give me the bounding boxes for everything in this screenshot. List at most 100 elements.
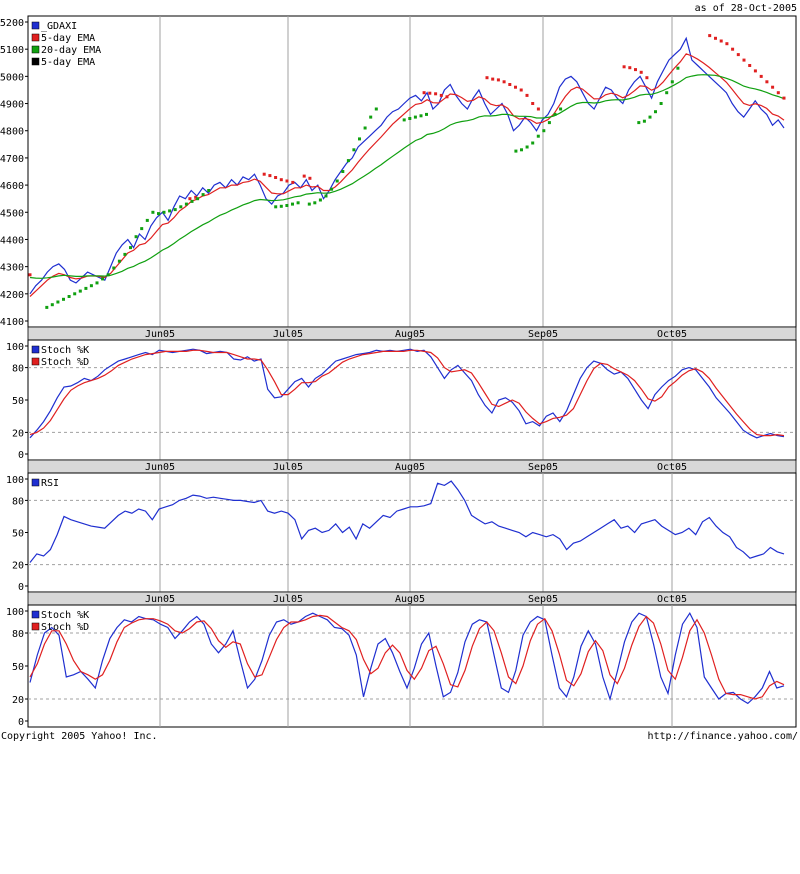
price-dot-lower-53 [324, 194, 328, 198]
price-series-1 [29, 53, 785, 297]
price-ytick-4800: 4800 [0, 127, 24, 138]
price-dot-lower-28 [184, 202, 188, 206]
price-dot-upper-82 [496, 78, 500, 82]
price-dot-lower-52 [318, 198, 322, 202]
price-dot-upper-89 [536, 107, 540, 111]
price-dot-lower-116 [676, 66, 680, 70]
price-dot-upper-70 [428, 91, 432, 95]
rsi-ytick-100: 100 [6, 475, 24, 486]
price-dot-lower-24 [162, 210, 166, 214]
price-dot-lower-4 [50, 303, 54, 307]
stoch1-ytick-20: 20 [12, 428, 24, 439]
price-ytick-4600: 4600 [0, 181, 24, 192]
price-dot-lower-58 [352, 148, 356, 152]
price-dot-upper-129 [765, 80, 769, 84]
price-legend-swatch-0 [31, 21, 40, 30]
stoch1-ytick-0: 0 [18, 450, 24, 461]
price-dot-upper-106 [634, 68, 637, 72]
price-ytick-4300: 4300 [0, 263, 24, 274]
price-ytick-5000: 5000 [0, 72, 24, 83]
price-dot-lower-70 [419, 114, 423, 118]
price-dot-lower-57 [346, 159, 350, 163]
price-dot-upper-108 [645, 76, 649, 80]
stoch2-series-1 [29, 614, 785, 700]
rsi-ytick-80: 80 [12, 496, 24, 507]
price-dot-upper-86 [519, 88, 523, 92]
price-dot-lower-56 [341, 170, 345, 173]
price-dot-lower-44 [274, 205, 278, 209]
price-xtick-4: Oct05 [657, 329, 687, 340]
price-dot-lower-91 [536, 134, 540, 138]
price-dot-upper-122 [725, 42, 729, 46]
price-dot-lower-114 [665, 91, 669, 95]
price-dot-lower-6 [62, 297, 65, 301]
price-dot-upper-127 [753, 69, 757, 73]
price-dot-lower-95 [559, 107, 563, 111]
price-dot-upper-120 [714, 36, 717, 40]
price-dot-upper-126 [748, 64, 752, 67]
price-ytick-4200: 4200 [0, 290, 24, 301]
price-dot-lower-48 [296, 201, 300, 205]
as-of-date: as of 28-Oct-2005 [695, 3, 797, 14]
stoch1-xtick-0: Jun05 [145, 462, 175, 473]
price-dot-lower-68 [408, 117, 412, 120]
price-xtick-0: Jun05 [145, 329, 175, 340]
price-dot-lower-60 [363, 126, 367, 130]
stoch2-ytick-80: 80 [12, 629, 24, 640]
price-dot-upper-28 [188, 197, 192, 201]
price-dot-lower-31 [201, 193, 205, 197]
stoch1-ytick-80: 80 [12, 364, 24, 375]
stoch1-xtick-3: Sep05 [528, 462, 558, 473]
stoch1-legend-label-1: Stoch %D [41, 357, 89, 368]
rsi-legend-label-0: RSI [41, 478, 59, 489]
price-dot-lower-111 [648, 115, 652, 119]
price-panel: 4100 4200 4300 4400 4500 4600 4700 4800 4900 5000… [0, 15, 797, 341]
price-dot-lower-22 [151, 210, 155, 214]
price-dot-lower-110 [642, 119, 646, 123]
price-dot-lower-59 [358, 137, 361, 141]
price-dot-upper-88 [531, 102, 535, 105]
stoch1-xtick-4: Oct05 [657, 462, 687, 473]
price-dot-upper-83 [502, 80, 506, 84]
price-dot-lower-19 [134, 235, 138, 239]
price-dot-lower-12 [95, 281, 99, 285]
price-plot-area [27, 15, 797, 328]
price-series-0 [29, 36, 785, 295]
price-dot-upper-73 [445, 95, 449, 99]
price-legend-label-1: 5-day EMA [41, 33, 95, 44]
price-dot-lower-51 [313, 201, 317, 205]
price-dot-upper-42 [268, 174, 272, 178]
stoch2-legend-label-0: Stoch %K [41, 610, 89, 621]
price-dot-lower-13 [101, 277, 105, 281]
price-dot-lower-89 [525, 145, 529, 149]
price-dot-lower-94 [553, 112, 557, 116]
price-dot-upper-49 [308, 176, 312, 180]
stoch2-legend-swatch-1 [31, 622, 40, 631]
price-dot-lower-112 [654, 110, 657, 114]
price-dot-upper-29 [194, 195, 198, 199]
price-dot-lower-3 [45, 305, 49, 309]
price-xtick-2: Aug05 [395, 329, 425, 340]
source-url-link[interactable]: http://finance.yahoo.com/ [647, 731, 798, 742]
price-legend-label-3: 5-day EMA [41, 57, 95, 68]
price-dot-lower-71 [425, 112, 428, 116]
stoch2-ytick-50: 50 [12, 662, 24, 673]
price-dot-lower-29 [190, 199, 194, 203]
stoch2-plot-area [27, 604, 797, 728]
price-dot-upper-105 [628, 66, 632, 70]
price-dot-lower-54 [330, 187, 334, 191]
price-dot-lower-46 [285, 204, 289, 207]
price-ytick-4100: 4100 [0, 317, 24, 328]
price-dot-upper-44 [279, 178, 283, 182]
price-xtick-3: Sep05 [528, 329, 558, 340]
price-dot-lower-23 [157, 212, 160, 216]
stoch1-xtick-1: Jul05 [273, 462, 303, 473]
price-dot-upper-85 [514, 85, 517, 89]
price-ytick-4500: 4500 [0, 208, 24, 219]
price-legend-label-2: 20-day EMA [41, 45, 101, 56]
price-dot-lower-30 [196, 197, 200, 201]
stoch2-ytick-100: 100 [6, 607, 24, 618]
stoch1-xtick-2: Aug05 [395, 462, 425, 473]
price-legend-swatch-1 [31, 33, 40, 42]
